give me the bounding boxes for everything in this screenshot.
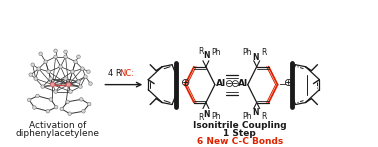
Circle shape <box>81 67 84 71</box>
Circle shape <box>87 102 91 106</box>
Text: $\oplus$: $\oplus$ <box>180 77 190 88</box>
Text: Ph: Ph <box>211 112 220 121</box>
Circle shape <box>64 55 67 59</box>
Circle shape <box>54 90 57 93</box>
Circle shape <box>74 60 77 64</box>
Text: N: N <box>253 53 259 62</box>
Text: 4 R: 4 R <box>108 69 122 78</box>
Circle shape <box>71 70 74 74</box>
Circle shape <box>64 77 67 80</box>
Circle shape <box>66 100 70 104</box>
Circle shape <box>41 85 45 88</box>
Text: N: N <box>204 51 210 60</box>
Text: R: R <box>198 47 204 56</box>
Text: 1 Step: 1 Step <box>223 129 256 138</box>
Circle shape <box>47 70 50 74</box>
Circle shape <box>29 73 33 76</box>
Text: $\ominus$: $\ominus$ <box>224 78 234 89</box>
Text: N: N <box>204 110 210 118</box>
Circle shape <box>49 98 53 101</box>
Circle shape <box>39 52 42 56</box>
Circle shape <box>59 65 62 69</box>
Text: diphenylacetylene: diphenylacetylene <box>15 129 99 138</box>
Circle shape <box>79 85 82 88</box>
Text: R: R <box>198 113 204 122</box>
Circle shape <box>84 75 87 78</box>
Circle shape <box>33 106 36 109</box>
Circle shape <box>54 49 57 53</box>
Circle shape <box>69 90 72 93</box>
Circle shape <box>37 67 40 71</box>
Circle shape <box>68 112 71 116</box>
Circle shape <box>89 82 92 85</box>
Text: NC:: NC: <box>119 69 134 78</box>
Text: Al: Al <box>216 79 226 88</box>
Text: $\ominus$: $\ominus$ <box>230 78 240 89</box>
Circle shape <box>36 94 39 98</box>
Circle shape <box>64 50 67 54</box>
Text: Ph: Ph <box>242 112 252 121</box>
Circle shape <box>31 63 34 66</box>
Text: R: R <box>262 112 267 121</box>
Circle shape <box>49 77 53 80</box>
Text: $-$: $-$ <box>278 78 287 88</box>
Text: R: R <box>262 48 267 57</box>
Circle shape <box>46 109 50 113</box>
Circle shape <box>54 55 57 59</box>
Circle shape <box>77 80 80 83</box>
Text: Al: Al <box>238 79 248 88</box>
Text: Activation of: Activation of <box>29 121 86 130</box>
Text: N: N <box>253 107 259 117</box>
Text: Ph: Ph <box>211 48 220 57</box>
Circle shape <box>60 107 64 111</box>
Circle shape <box>79 98 83 101</box>
Circle shape <box>82 110 85 113</box>
Circle shape <box>77 55 80 59</box>
Text: Isonitrile Coupling: Isonitrile Coupling <box>193 121 287 130</box>
Text: Ph: Ph <box>242 48 252 57</box>
Circle shape <box>44 60 47 64</box>
Circle shape <box>50 82 55 87</box>
Circle shape <box>66 82 71 87</box>
Text: $\oplus$: $\oplus$ <box>284 77 294 88</box>
Circle shape <box>27 98 31 102</box>
Text: 6 New C-C Bonds: 6 New C-C Bonds <box>197 137 283 146</box>
Circle shape <box>34 77 37 80</box>
Circle shape <box>87 70 90 74</box>
Circle shape <box>54 105 58 109</box>
